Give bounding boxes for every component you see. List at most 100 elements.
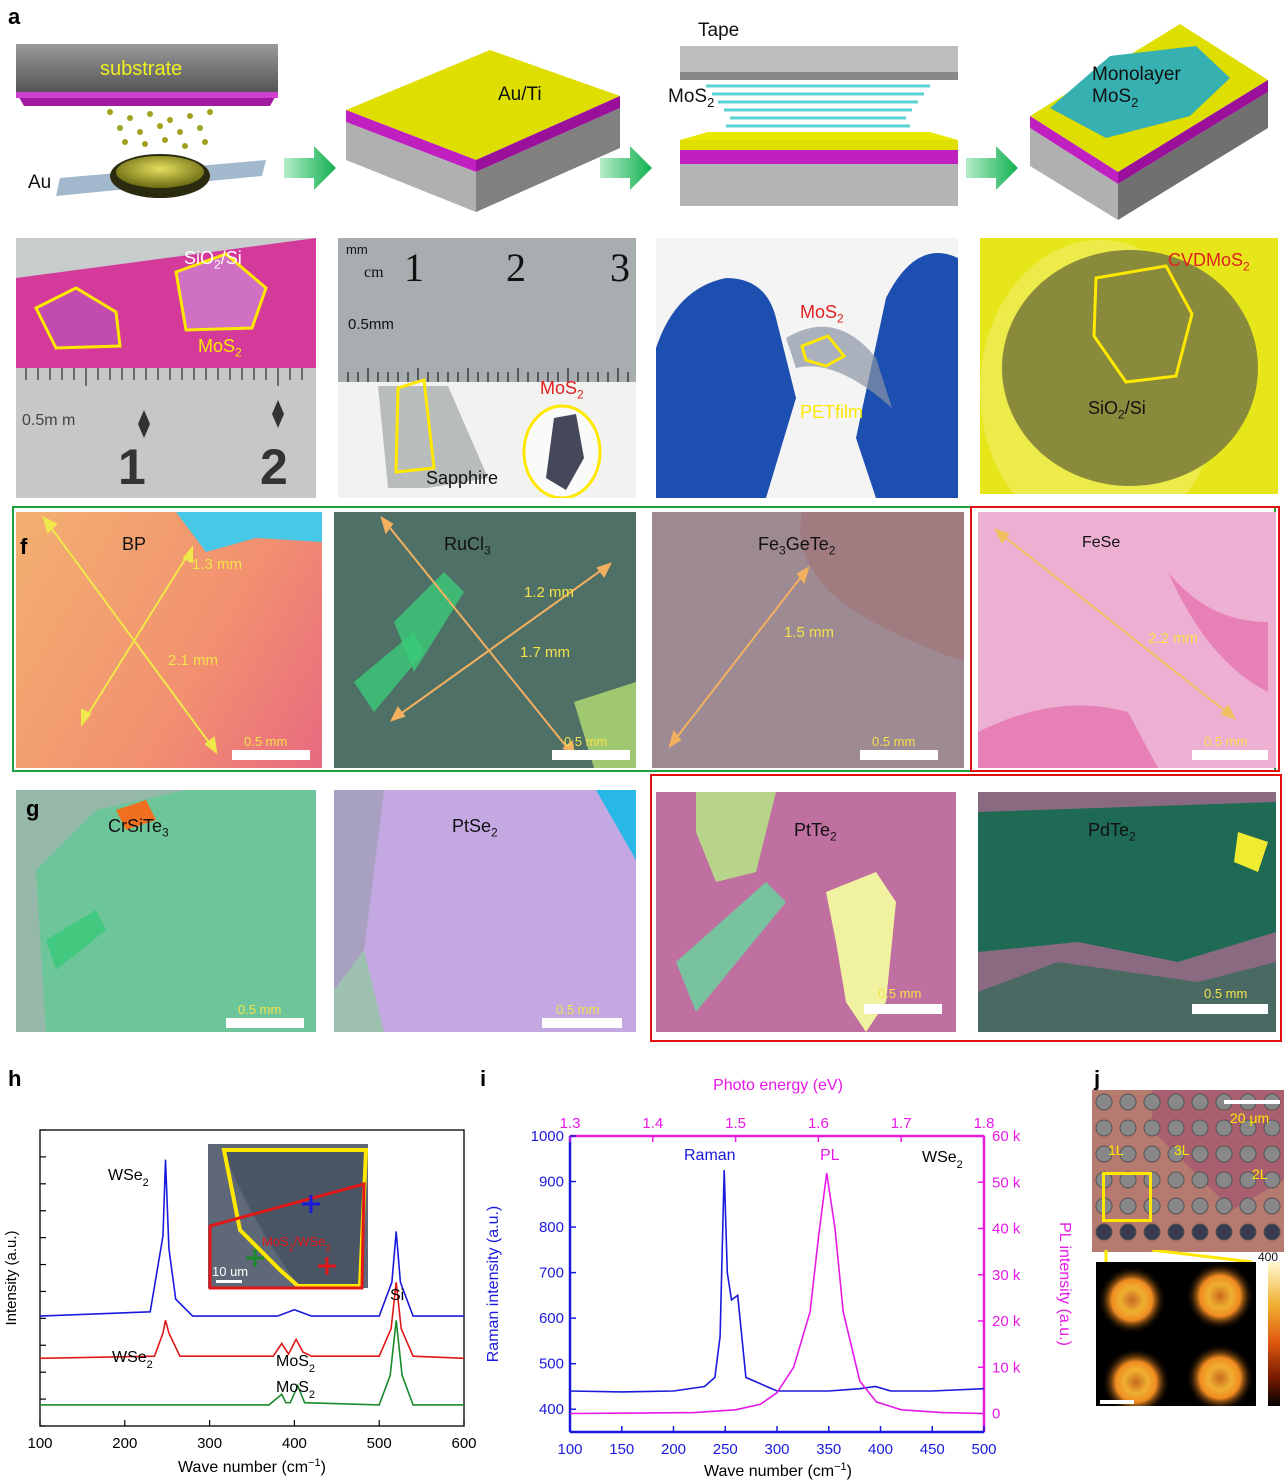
j-hole — [1143, 1223, 1161, 1241]
i-left-tick-label: 1000 — [531, 1128, 564, 1145]
a-tape-label: Tape — [698, 20, 740, 41]
h-label-wse2-top: WSe2 — [108, 1167, 149, 1189]
f-fe3gete2-label: Fe3GeTe2 — [758, 534, 836, 558]
a-mos2-label: MoS2 — [668, 86, 715, 110]
f-fese-scalebar — [1192, 750, 1268, 760]
h-inset-scale: 10 um — [212, 1264, 248, 1279]
a-au-label: Au — [28, 172, 52, 193]
panel-f-fese: FeSe 2.2 mm 0.5 mm — [978, 512, 1276, 768]
chart-h-frame — [39, 1129, 465, 1427]
i-xtick-label: 350 — [816, 1441, 841, 1458]
a-substrate-label: substrate — [100, 58, 183, 80]
c-mos2-label: MoS2 — [540, 378, 584, 402]
j-colorbar-max: 400 — [1258, 1250, 1279, 1264]
f-bp-scale: 0.5 mm — [244, 734, 288, 749]
chart-i-sample: WSe2 — [922, 1149, 963, 1171]
j-hole — [1167, 1223, 1185, 1241]
j-hole — [1119, 1093, 1137, 1111]
auti-block — [346, 50, 620, 212]
i-right-tick-label: 60 k — [992, 1128, 1021, 1145]
c-tick-2: 2 — [506, 245, 526, 290]
i-xtick-label: 300 — [764, 1441, 789, 1458]
c-tick-3: 3 — [610, 245, 630, 290]
i-left-tick-label: 500 — [539, 1356, 564, 1373]
arrow-3 — [966, 146, 1018, 190]
chart-h: 100 200 300 400 500 600 Intensity (a.u.) Wave… — [3, 1129, 477, 1476]
j-hole — [1239, 1197, 1257, 1215]
arrow-2 — [600, 146, 652, 190]
g-ptte2-scalebar — [864, 1004, 942, 1014]
b-ruler-unit: 0.5m m — [22, 412, 76, 429]
j-hole — [1239, 1223, 1257, 1241]
f-rucl3-label: RuCl3 — [444, 534, 491, 558]
monolayer-block — [1030, 24, 1268, 220]
j-1l: 1L — [1108, 1142, 1124, 1158]
i-right-tick-label: 10 k — [992, 1359, 1021, 1376]
h-series-line — [39, 1159, 464, 1317]
j-hole — [1191, 1119, 1209, 1137]
h-xtick-label: 500 — [367, 1435, 392, 1452]
h-label-wse2-mid: WSe2 — [112, 1349, 153, 1371]
b-sio2-label: SiO2/Si — [184, 248, 242, 272]
j-hole — [1119, 1119, 1137, 1137]
j-hole — [1191, 1145, 1209, 1163]
j-scalebar — [1224, 1100, 1280, 1104]
chart-i: 100 150 200 250 300 350 400 450 500 1.3 1.4 1.5 1.6 1… — [485, 1077, 1073, 1480]
i-xtick-label: 100 — [557, 1441, 582, 1458]
j-hole — [1167, 1197, 1185, 1215]
b-mos2-label: MoS2 — [198, 336, 242, 360]
j-hole — [1263, 1197, 1281, 1215]
j-hole — [1167, 1119, 1185, 1137]
a-auti-label: Au/Ti — [498, 84, 542, 105]
chart-i-raman-label: Raman — [684, 1147, 736, 1164]
a-monolayer-label: Monolayer MoS2 — [1092, 64, 1181, 110]
c-ruler-cm: cm — [364, 264, 384, 281]
substrate-block — [16, 44, 278, 106]
j-hole — [1263, 1171, 1281, 1189]
i-xtick-label: 500 — [971, 1441, 996, 1458]
i-top-tick-label: 1.6 — [808, 1115, 829, 1132]
j-hole — [1215, 1119, 1233, 1137]
i-left-tick-label: 600 — [539, 1310, 564, 1327]
f-bp-scalebar — [232, 750, 310, 760]
panel-g-red-frame — [650, 774, 1282, 1042]
i-top-tick-label: 1.4 — [642, 1115, 663, 1132]
f-fe3gete2-scalebar — [860, 750, 938, 760]
chart-h-xlabel: Wave number (cm−1) — [178, 1457, 326, 1476]
chart-h-inset — [208, 1144, 369, 1290]
panel-g-crsite3: CrSiTe3 0.5 mm — [16, 790, 316, 1032]
i-xtick-label: 200 — [661, 1441, 686, 1458]
j-colorbar — [1268, 1262, 1280, 1406]
i-top-tick-label: 1.5 — [725, 1115, 746, 1132]
panel-j-pl-map — [1096, 1262, 1256, 1406]
i-left-tick-label: 900 — [539, 1174, 564, 1191]
h-xtick-label: 300 — [197, 1435, 222, 1452]
i-pl-line — [569, 1172, 985, 1415]
f-fe3gete2-m1: 1.5 mm — [784, 624, 835, 641]
d-pet-label: PETfilm — [800, 402, 863, 422]
panel-letter-j: j — [1094, 1066, 1101, 1091]
panel-f-bp: BP 1.3 mm 2.1 mm 0.5 mm — [16, 512, 322, 768]
au-particles — [107, 109, 213, 149]
j-scale: 20 μm — [1230, 1110, 1270, 1126]
panel-d-photo: MoS2 PETfilm — [656, 238, 958, 498]
f-bp-m2: 2.1 mm — [168, 652, 219, 669]
j-hole — [1167, 1171, 1185, 1189]
j-hole — [1167, 1145, 1185, 1163]
g-ptse2-scale: 0.5 mm — [556, 1002, 600, 1017]
c-ruler-mm: mm — [346, 242, 368, 257]
j-hole — [1239, 1145, 1257, 1163]
h-series-line — [40, 1320, 464, 1406]
panel-letter-h: h — [8, 1066, 22, 1091]
panel-letter-a: a — [8, 4, 21, 29]
f-fese-scale: 0.5 mm — [1204, 734, 1248, 749]
j-hole — [1095, 1145, 1113, 1163]
g-pdte2-scale: 0.5 mm — [1204, 986, 1248, 1001]
j-hole — [1239, 1171, 1257, 1189]
g-pdte2-label: PdTe2 — [1088, 820, 1136, 844]
h-series-line — [39, 1282, 465, 1360]
chart-h-ylabel: Intensity (a.u.) — [3, 1230, 20, 1325]
g-crsite3-scale: 0.5 mm — [238, 1002, 282, 1017]
c-tick-1: 1 — [404, 245, 424, 290]
h-xtick-label: 200 — [112, 1435, 137, 1452]
